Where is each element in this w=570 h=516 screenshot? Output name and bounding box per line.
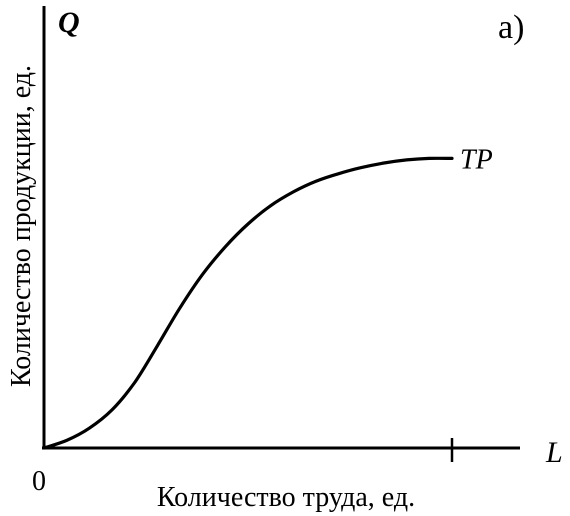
tp-curve xyxy=(42,156,454,450)
origin-label: 0 xyxy=(32,466,46,497)
x-axis-label: Количество труда, ед. xyxy=(157,482,415,513)
y-axis-symbol: Q xyxy=(58,6,80,39)
y-axis-label: Количество продукции, ед. xyxy=(6,65,37,387)
series-label-tp: TP xyxy=(460,144,493,175)
x-axis-symbol: L xyxy=(545,436,563,469)
panel-label: а) xyxy=(498,9,524,46)
